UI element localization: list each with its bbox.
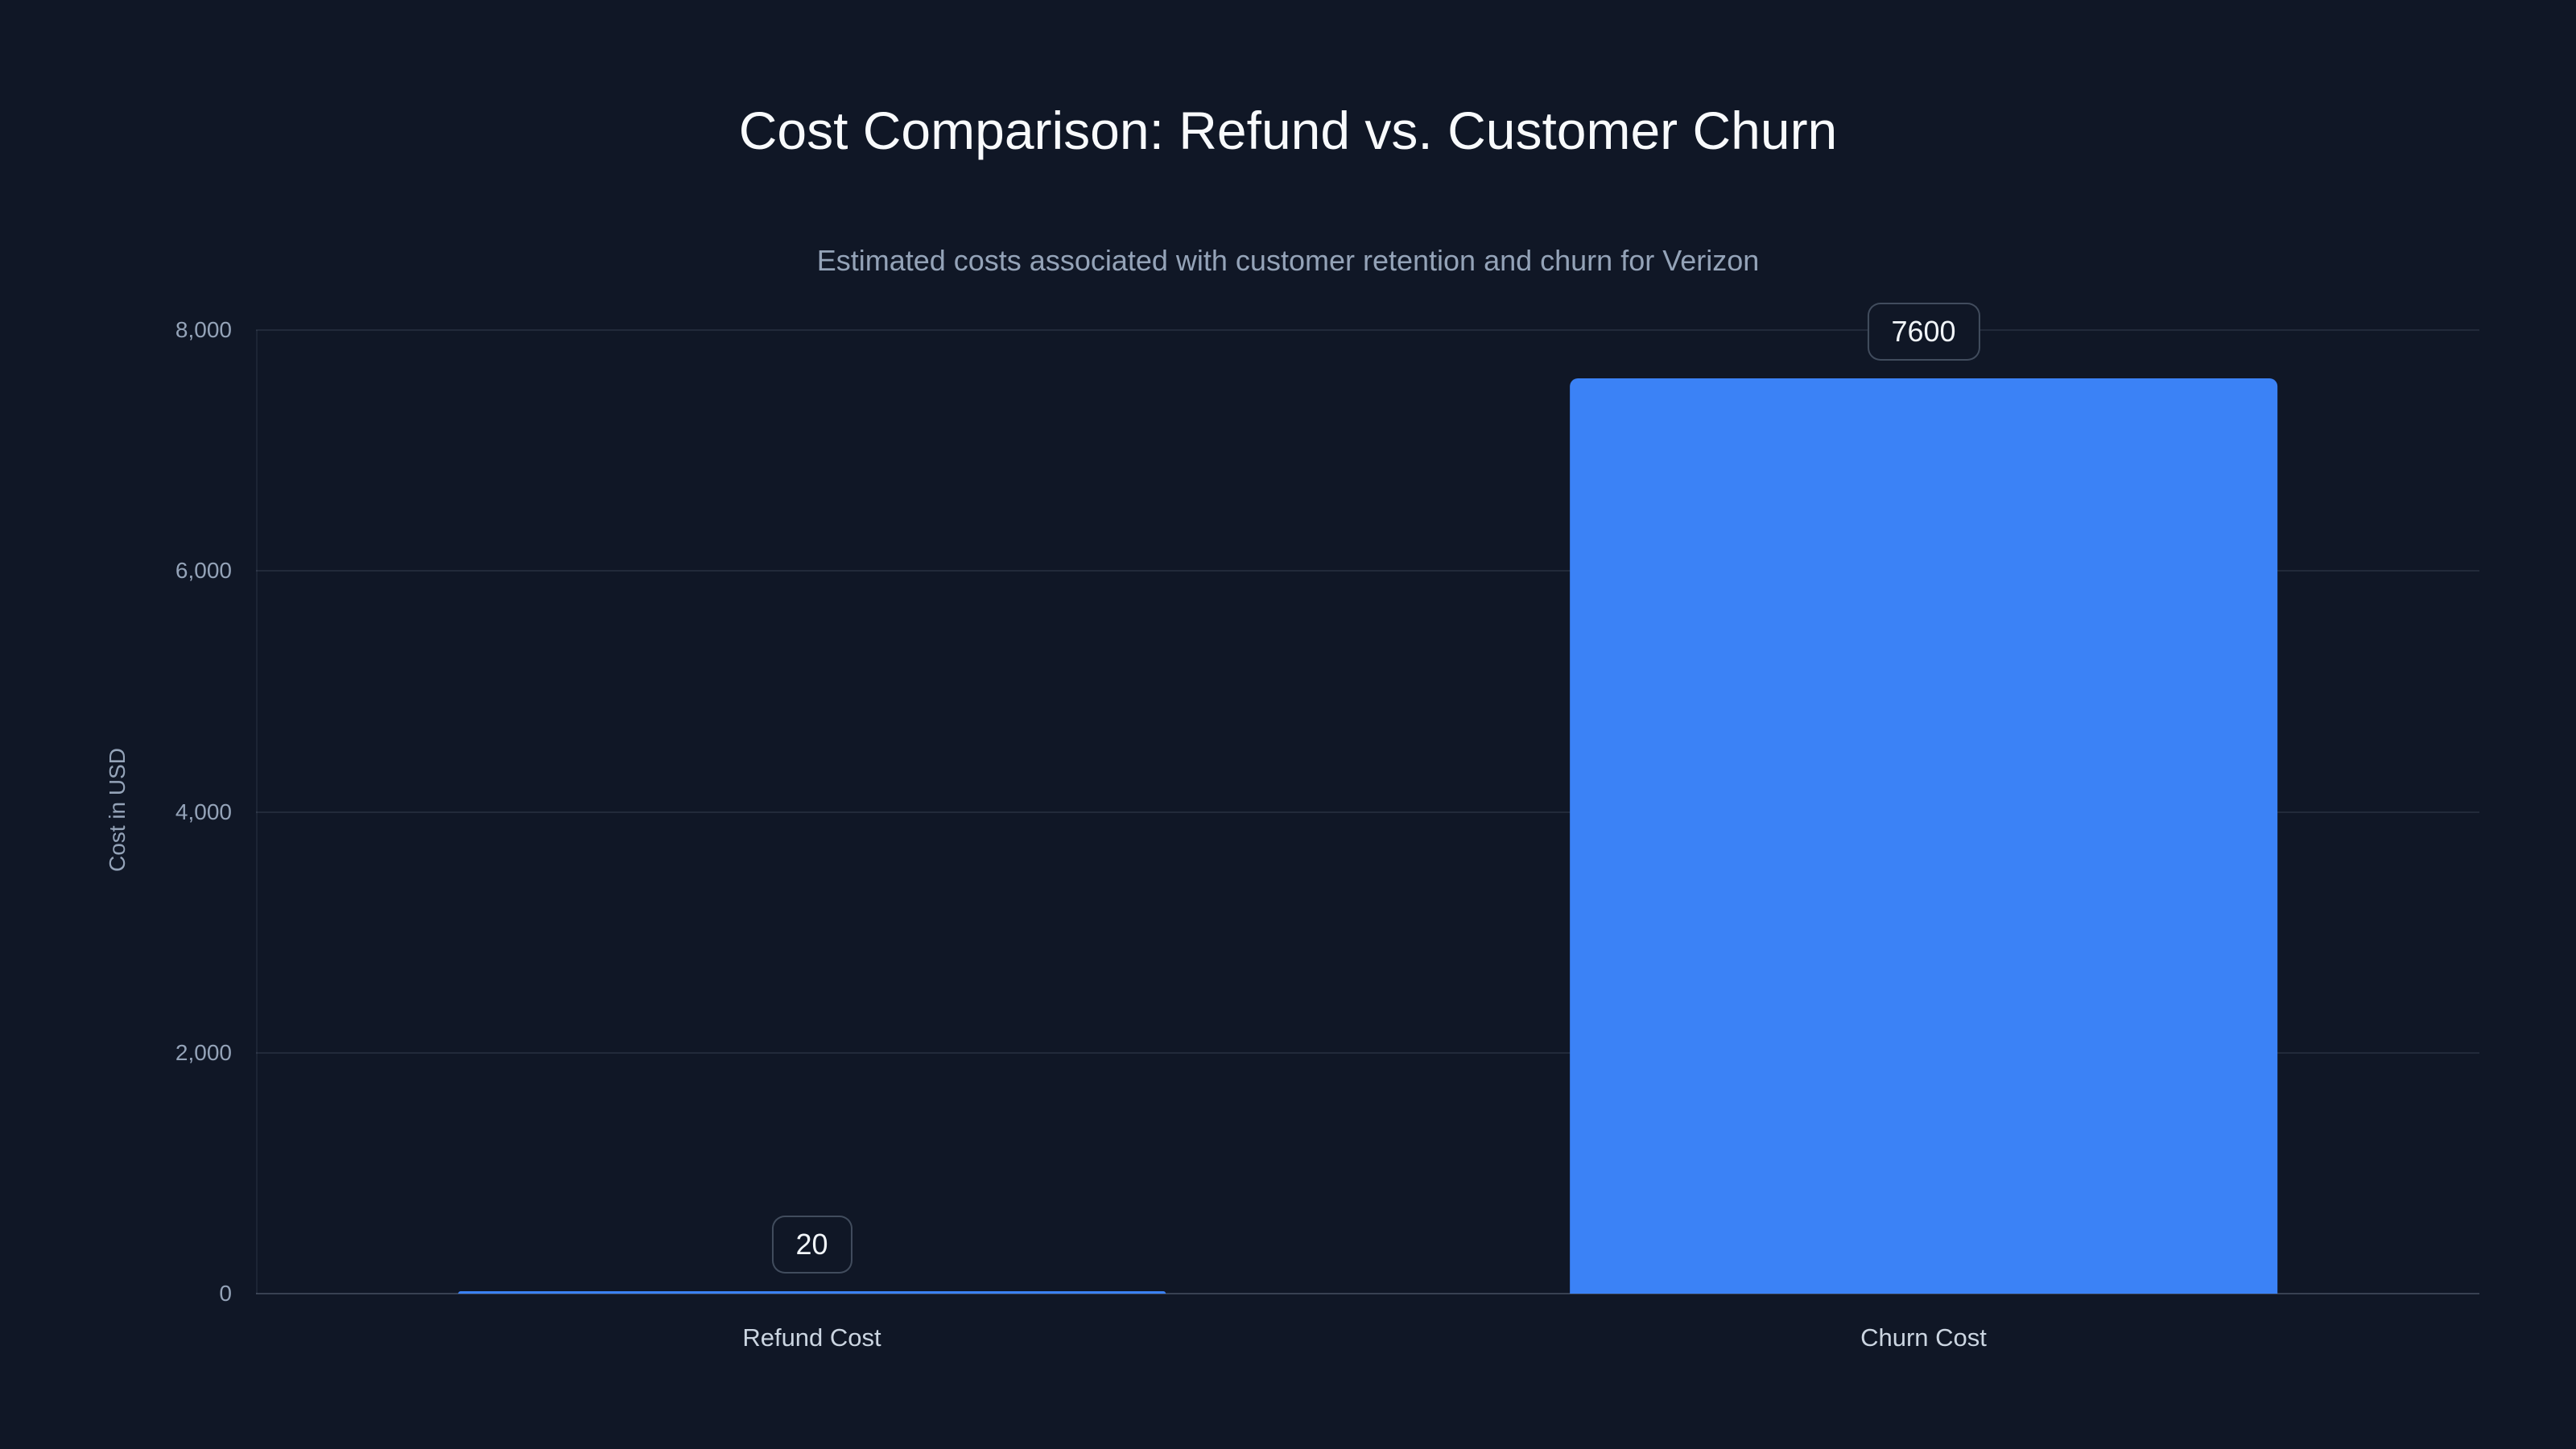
plot-area: 0 2,000 4,000 6,000 8,000 20 Refund Cost 7600 C… — [175, 302, 2479, 1352]
gridline-6000 — [256, 570, 2479, 572]
gridline-8000 — [256, 329, 2479, 331]
value-badge-churn-cost: 7600 — [1867, 302, 1980, 361]
y-axis-line — [256, 330, 258, 1294]
x-axis-label-churn-cost: Churn Cost — [1860, 1323, 1987, 1352]
y-tick-label-0: 0 — [219, 1281, 232, 1306]
y-axis-title: Cost in USD — [105, 747, 130, 873]
bar-cell-churn-cost: 7600 Churn Cost — [1368, 302, 2479, 1352]
y-tick-label-8000: 8,000 — [175, 317, 232, 342]
gridline-2000 — [256, 1051, 2479, 1054]
x-axis-label-refund-cost: Refund Cost — [742, 1323, 881, 1352]
y-tick-label-2000: 2,000 — [175, 1039, 232, 1065]
y-tick-label-4000: 4,000 — [175, 799, 232, 824]
bar-series: 20 Refund Cost 7600 Churn Cost — [256, 302, 2479, 1352]
chart-subtitle: Estimated costs associated with customer… — [816, 244, 1760, 277]
value-badge-refund-cost: 20 — [771, 1216, 852, 1274]
bar-refund-cost[interactable] — [457, 1291, 1166, 1294]
chart-title: Cost Comparison: Refund vs. Customer Chu… — [738, 101, 1838, 160]
bar-churn-cost[interactable] — [1569, 378, 2278, 1294]
bar-cell-refund-cost: 20 Refund Cost — [256, 330, 1368, 1352]
gridline-4000 — [256, 811, 2479, 813]
gridline-0 — [256, 1293, 2479, 1294]
y-tick-label-6000: 6,000 — [175, 558, 232, 584]
